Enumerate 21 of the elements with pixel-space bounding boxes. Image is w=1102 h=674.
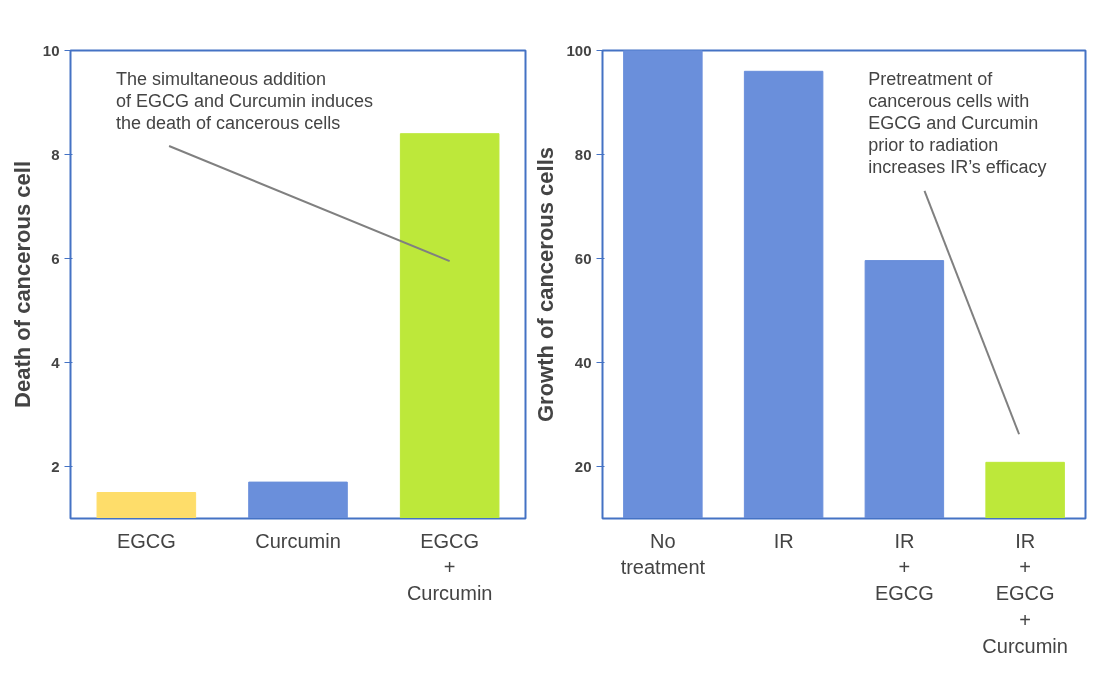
y-tick-label: 20 — [574, 457, 592, 475]
x-tick-label: EGCG + Curcumin — [406, 529, 493, 605]
y-tick-label: 100 — [566, 41, 592, 59]
annotation: The simultaneous addition of EGCG and Curcumin induces the death of cancerous cells — [116, 69, 374, 134]
y-axis-title: Growth of cancerous cells — [533, 146, 559, 423]
y-tick-label: 80 — [574, 145, 592, 163]
x-tick-label: EGCG — [116, 529, 176, 552]
y-tick-label: 6 — [51, 249, 60, 267]
x-tick-label: IR + EGCG + Curcumin — [982, 529, 1068, 658]
x-tick-label: IR — [773, 529, 794, 552]
y-tick-label: 8 — [51, 145, 60, 163]
y-axis-title: Death of cancerous cell — [9, 161, 35, 408]
y-tick-label: 60 — [574, 249, 592, 267]
annotation: Pretreatment of cancerous cells with EGCG and Curcumin prior to radiation increases IR’s efficacy — [868, 69, 1047, 178]
y-tick-label: 40 — [574, 353, 592, 371]
x-tick-label: No treatment — [620, 529, 706, 578]
x-tick-label: IR + EGCG — [874, 529, 934, 605]
y-tick-label: 4 — [51, 353, 61, 371]
y-tick-label: 2 — [51, 457, 60, 475]
x-tick-label: Curcumin — [255, 529, 341, 552]
y-tick-label: 10 — [42, 41, 60, 59]
